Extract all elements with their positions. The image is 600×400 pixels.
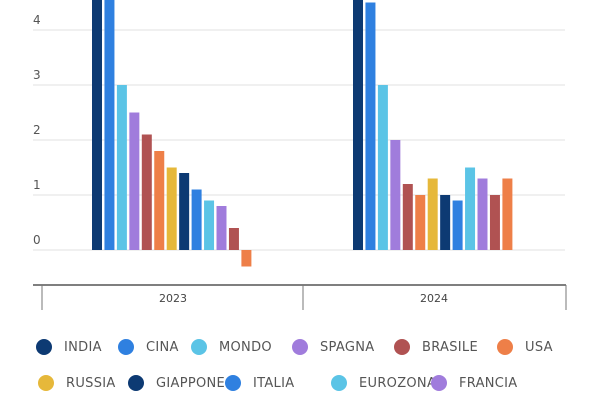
bar-giappone-2024 — [440, 195, 451, 250]
bar-series-12-2023 — [228, 228, 239, 250]
bar-eurozona-2024 — [465, 167, 476, 250]
legend-swatch-icon — [36, 339, 52, 355]
bar-francia-2023 — [216, 206, 227, 250]
y-tick-label: 1 — [33, 178, 41, 192]
legend-label: RUSSIA — [66, 375, 116, 391]
bar-russia-2023 — [166, 167, 177, 250]
legend-swatch-icon — [331, 375, 347, 391]
legend-label: FRANCIA — [459, 375, 518, 391]
legend-item-mondo[interactable]: MONDO — [191, 339, 272, 355]
legend-swatch-icon — [292, 339, 308, 355]
legend-label: GIAPPONE — [156, 375, 226, 391]
x-category-label: 2024 — [420, 292, 448, 305]
legend-label: BRASILE — [422, 339, 478, 355]
legend-item-india[interactable]: INDIA — [36, 339, 102, 355]
legend-item-giappone[interactable]: GIAPPONE — [128, 375, 225, 391]
legend-item-cina[interactable]: CINA — [118, 339, 179, 355]
legend-swatch-icon — [225, 375, 241, 391]
bar-mondo-2023 — [116, 85, 127, 250]
legend-label: USA — [525, 339, 553, 355]
bar-mondo-2024 — [377, 85, 388, 250]
legend-swatch-icon — [38, 375, 54, 391]
legend-item-russia[interactable]: RUSSIA — [38, 375, 116, 391]
bar-brasile-2023 — [141, 134, 152, 250]
legend-swatch-icon — [191, 339, 207, 355]
legend-label: ITALIA — [253, 375, 295, 391]
bar-usa-2023 — [154, 151, 165, 250]
bar-italia-2023 — [191, 189, 202, 250]
bar-spagna-2023 — [129, 112, 140, 250]
legend-label: SPAGNA — [320, 339, 375, 355]
y-tick-label: 2 — [33, 123, 41, 137]
legend-swatch-icon — [118, 339, 134, 355]
legend-item-brasile[interactable]: BRASILE — [394, 339, 478, 355]
bar-eurozona-2023 — [204, 200, 215, 250]
bar-russia-2024 — [427, 178, 438, 250]
bar-spagna-2024 — [390, 140, 401, 250]
legend-item-usa[interactable]: USA — [497, 339, 553, 355]
legend-item-francia[interactable]: FRANCIA — [431, 375, 518, 391]
bar-giappone-2023 — [179, 173, 190, 250]
bar-series-12-2024 — [489, 195, 500, 250]
bar-india-2024 — [353, 0, 363, 250]
bar-cina-2023 — [104, 0, 115, 250]
legend-swatch-icon — [128, 375, 144, 391]
bar-series-13-2024 — [502, 178, 513, 250]
legend-item-spagna[interactable]: SPAGNA — [292, 339, 374, 355]
legend-label: MONDO — [219, 339, 272, 355]
legend-item-eurozona[interactable]: EUROZONA — [331, 375, 436, 391]
bar-chart: 0 1 2 3 4 2023 2024 — [33, 0, 567, 310]
legend-swatch-icon — [431, 375, 447, 391]
x-category-label: 2023 — [159, 292, 187, 305]
y-tick-label: 4 — [33, 13, 41, 27]
legend-label: INDIA — [64, 339, 102, 355]
y-tick-label: 0 — [33, 233, 41, 247]
bar-cina-2024 — [365, 2, 376, 250]
legend-label: EUROZONA — [359, 375, 437, 391]
bar-brasile-2024 — [402, 184, 413, 250]
legend-swatch-icon — [497, 339, 513, 355]
bar-india-2023 — [92, 0, 102, 250]
bar-usa-2024 — [415, 195, 426, 250]
bar-francia-2024 — [477, 178, 488, 250]
bar-series-13-2023 — [241, 250, 252, 267]
legend-item-italia[interactable]: ITALIA — [225, 375, 294, 391]
legend-swatch-icon — [394, 339, 410, 355]
y-tick-label: 3 — [33, 68, 41, 82]
legend-label: CINA — [146, 339, 179, 355]
bar-italia-2024 — [452, 200, 463, 250]
